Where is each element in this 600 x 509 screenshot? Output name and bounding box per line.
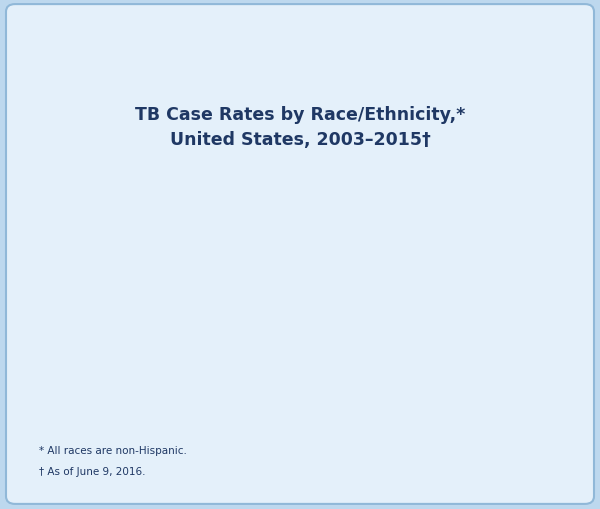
Text: * All races are non-Hispanic.: * All races are non-Hispanic. [39,445,187,456]
Text: United States, 2003–2015†: United States, 2003–2015† [170,131,430,149]
Text: TB Case Rates by Race/Ethnicity,*: TB Case Rates by Race/Ethnicity,* [135,105,465,124]
X-axis label: Year: Year [320,425,352,438]
Legend: American Indian/Alaska Native, Asian, Black/African American, Native Hawaiian/Ot: American Indian/Alaska Native, Asian, Bl… [327,168,577,253]
Text: † As of June 9, 2016.: † As of June 9, 2016. [39,466,146,476]
Y-axis label: Cases per 100,000 population: Cases per 100,000 population [47,168,61,391]
